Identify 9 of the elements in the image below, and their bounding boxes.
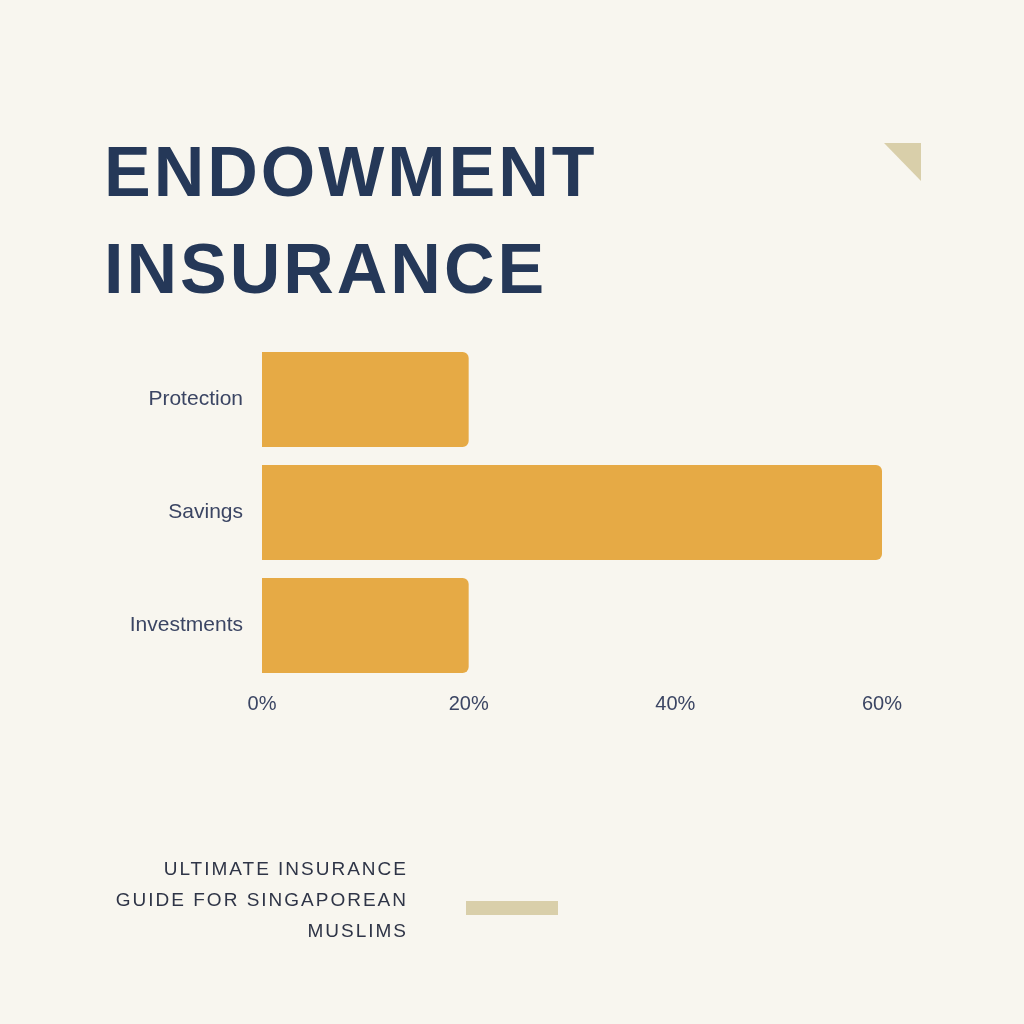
x-tick-label: 40%	[655, 691, 696, 714]
y-tick-label: Savings	[168, 499, 243, 523]
y-tick-label: Protection	[148, 386, 243, 410]
chart-title: ENDOWMENT INSURANCE	[104, 132, 599, 310]
x-tick-label: 0%	[247, 691, 277, 714]
y-tick-label: Investments	[129, 612, 243, 636]
text: ULTIMATE INSURANCE GUIDE FOR SINGAPOREAN MUSLIMS	[114, 857, 408, 943]
x-tick-label: 60%	[861, 691, 903, 714]
x-tick-label: 20%	[448, 691, 489, 714]
